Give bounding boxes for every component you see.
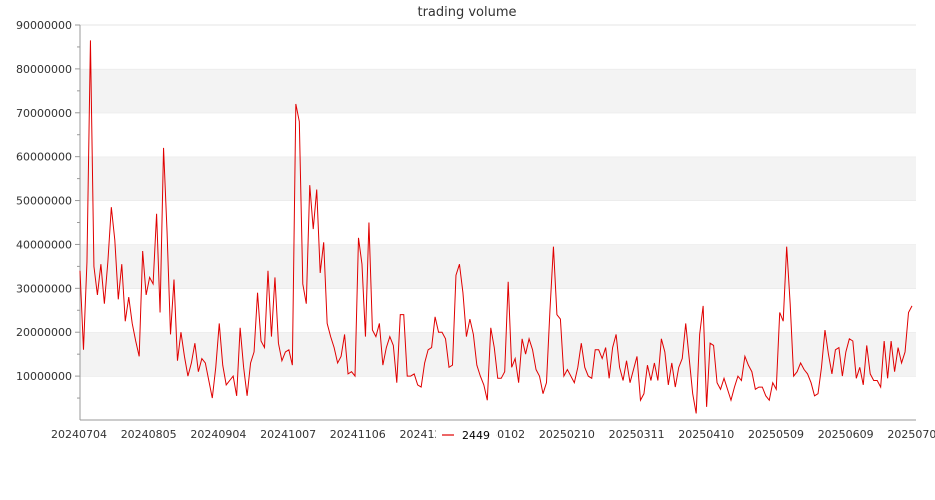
grid-band bbox=[80, 112, 916, 157]
y-tick-label: 60000000 bbox=[16, 151, 72, 164]
y-tick-label: 10000000 bbox=[16, 370, 72, 383]
chart-title: trading volume bbox=[417, 5, 516, 20]
y-tick-label: 80000000 bbox=[16, 63, 72, 76]
grid-band bbox=[80, 332, 916, 377]
x-tick-label: 20250210 bbox=[539, 428, 595, 441]
grid-bands bbox=[80, 24, 916, 420]
y-tick-label: 50000000 bbox=[16, 195, 72, 208]
y-tick-label: 90000000 bbox=[16, 19, 72, 32]
y-axis: 10000000 20000000 30000000 40000000 50000000… bbox=[16, 19, 81, 420]
legend: 2449 bbox=[436, 428, 496, 442]
legend-label-2449: 2449 bbox=[462, 429, 490, 442]
x-tick-label: 20240904 bbox=[190, 428, 246, 441]
x-tick-label: 20240805 bbox=[121, 428, 177, 441]
grid-band bbox=[80, 68, 916, 113]
y-tick-label: 70000000 bbox=[16, 107, 72, 120]
legend-background bbox=[436, 428, 496, 442]
series-line-2449 bbox=[79, 40, 913, 414]
y-tick-label: 20000000 bbox=[16, 326, 72, 339]
x-tick-label: 20250509 bbox=[748, 428, 804, 441]
x-tick-label: 20240704 bbox=[51, 428, 107, 441]
grid-band bbox=[80, 244, 916, 289]
x-tick-label: 20250311 bbox=[609, 428, 665, 441]
x-tick-label: 20241106 bbox=[330, 428, 386, 441]
x-tick-label: 20250410 bbox=[678, 428, 734, 441]
grid-band bbox=[80, 156, 916, 201]
y-tick-label: 30000000 bbox=[16, 282, 72, 295]
grid-band bbox=[80, 25, 916, 69]
grid-band bbox=[80, 200, 916, 245]
y-tick-label: 40000000 bbox=[16, 238, 72, 251]
x-tick-label: 20250704 bbox=[887, 428, 935, 441]
x-tick-label: 20250609 bbox=[818, 428, 874, 441]
grid-band bbox=[80, 376, 916, 420]
x-tick-label: 20241007 bbox=[260, 428, 316, 441]
